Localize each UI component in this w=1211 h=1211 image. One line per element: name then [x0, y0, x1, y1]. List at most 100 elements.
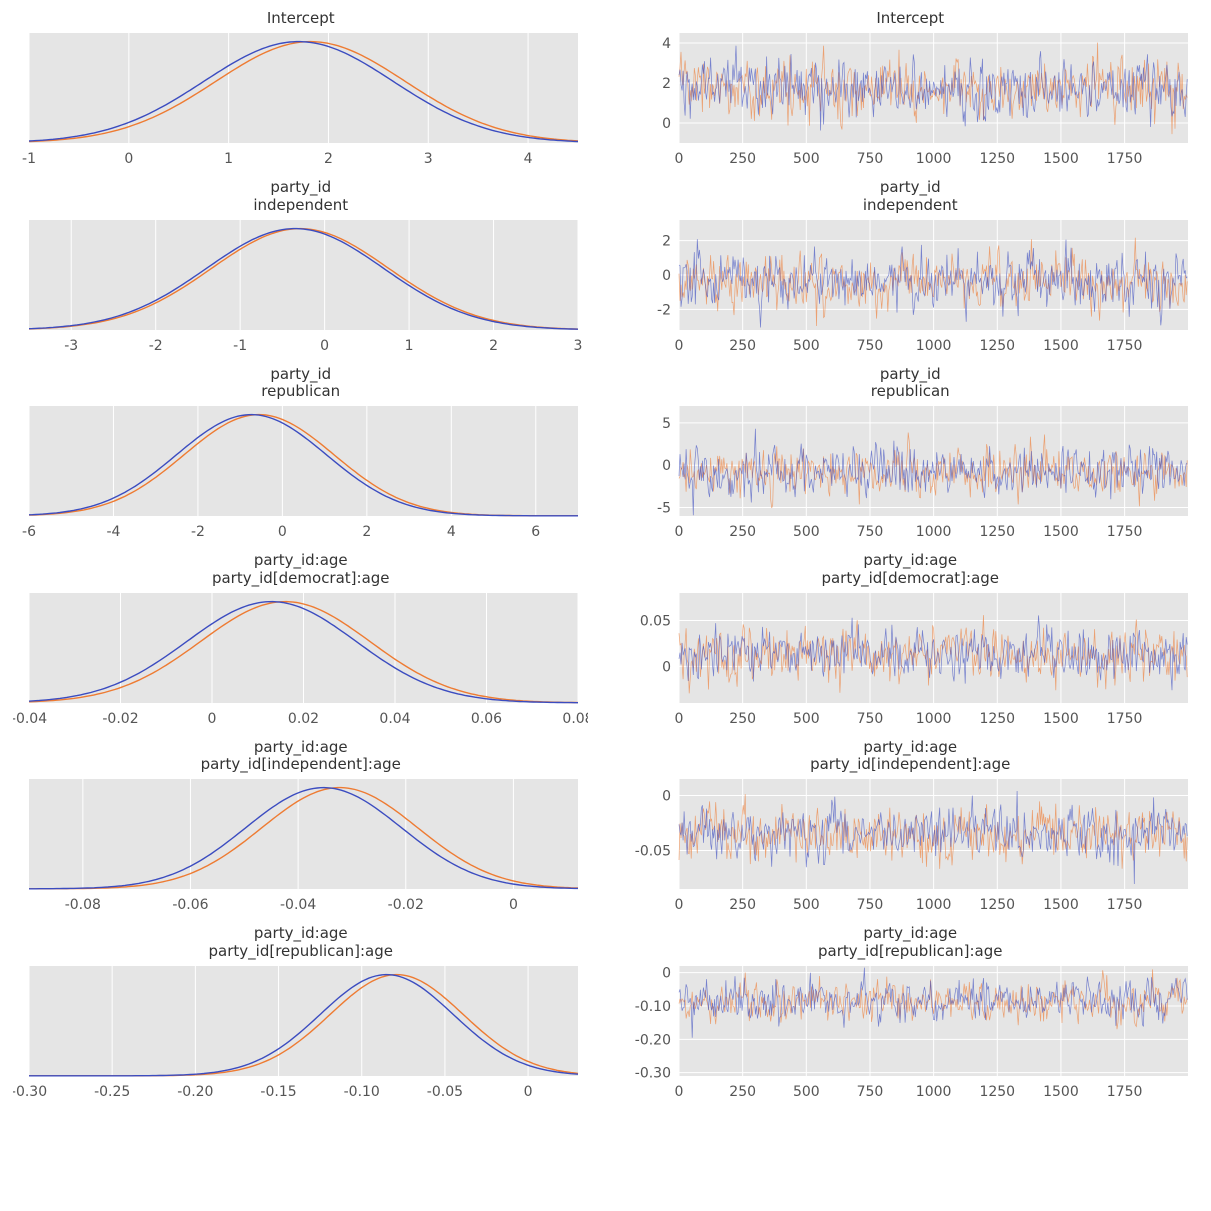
svg-text:1750: 1750 — [1107, 711, 1143, 727]
svg-text:1500: 1500 — [1043, 524, 1079, 540]
svg-text:2: 2 — [662, 233, 671, 249]
svg-text:0.05: 0.05 — [640, 613, 671, 629]
panel-title-line: party_id:age — [810, 739, 1010, 756]
svg-text:0: 0 — [278, 524, 287, 540]
panel-title-line: party_id[democrat]:age — [212, 570, 390, 587]
svg-text:-1: -1 — [233, 338, 247, 354]
svg-text:500: 500 — [793, 151, 820, 167]
svg-text:1000: 1000 — [916, 711, 952, 727]
svg-text:0: 0 — [674, 897, 683, 913]
density-panel: party_id:ageparty_id[democrat]:age-0.04-… — [10, 552, 592, 733]
svg-text:1: 1 — [224, 151, 233, 167]
svg-text:3: 3 — [424, 151, 433, 167]
svg-text:0: 0 — [662, 116, 671, 132]
svg-text:0: 0 — [524, 1084, 533, 1100]
svg-text:1750: 1750 — [1107, 1084, 1143, 1100]
svg-text:-0.25: -0.25 — [94, 1084, 130, 1100]
svg-text:500: 500 — [793, 711, 820, 727]
svg-text:0: 0 — [662, 659, 671, 675]
svg-text:1250: 1250 — [979, 711, 1015, 727]
svg-text:0: 0 — [662, 965, 671, 981]
panel-title-line: Intercept — [267, 10, 335, 27]
panel-title-line: party_id[independent]:age — [810, 756, 1010, 773]
panel-title: party_id:ageparty_id[independent]:age — [810, 739, 1010, 774]
trace-svg: -0.30-0.20-0.100025050075010001250150017… — [623, 962, 1198, 1106]
svg-text:0: 0 — [674, 524, 683, 540]
svg-text:-0.10: -0.10 — [635, 999, 671, 1015]
svg-text:-4: -4 — [107, 524, 121, 540]
svg-text:0: 0 — [662, 268, 671, 284]
svg-text:0.08: 0.08 — [563, 711, 589, 727]
svg-text:500: 500 — [793, 897, 820, 913]
svg-text:4: 4 — [447, 524, 456, 540]
panel-title: Intercept — [876, 10, 944, 27]
trace-svg: -0.05002505007501000125015001750 — [623, 775, 1198, 919]
svg-text:-5: -5 — [657, 501, 671, 517]
svg-text:1250: 1250 — [979, 524, 1015, 540]
density-svg: -101234 — [13, 29, 588, 173]
svg-text:-0.05: -0.05 — [427, 1084, 463, 1100]
panel-title-line: independent — [253, 197, 348, 214]
panel-title: party_id:ageparty_id[democrat]:age — [212, 552, 390, 587]
density-panel: party_id:ageparty_id[republican]:age-0.3… — [10, 925, 592, 1106]
svg-text:2: 2 — [489, 338, 498, 354]
svg-text:1000: 1000 — [916, 1084, 952, 1100]
svg-text:250: 250 — [729, 338, 756, 354]
svg-text:0.06: 0.06 — [471, 711, 502, 727]
panel-title-line: republican — [261, 383, 340, 400]
svg-text:1750: 1750 — [1107, 524, 1143, 540]
svg-text:1500: 1500 — [1043, 897, 1079, 913]
density-panel: party_idrepublican-6-4-20246 — [10, 366, 592, 547]
svg-text:1000: 1000 — [916, 524, 952, 540]
svg-text:250: 250 — [729, 1084, 756, 1100]
panel-title: party_idindependent — [863, 179, 958, 214]
panel-title: party_id:ageparty_id[independent]:age — [201, 739, 401, 774]
svg-text:0.04: 0.04 — [380, 711, 411, 727]
panel-title-line: party_id — [261, 366, 340, 383]
svg-text:-2: -2 — [149, 338, 163, 354]
svg-text:250: 250 — [729, 711, 756, 727]
density-panel: party_id:ageparty_id[independent]:age-0.… — [10, 739, 592, 920]
svg-text:750: 750 — [856, 151, 883, 167]
svg-text:3: 3 — [574, 338, 583, 354]
svg-text:750: 750 — [856, 1084, 883, 1100]
svg-text:-0.15: -0.15 — [261, 1084, 297, 1100]
panel-title-line: party_id[democrat]:age — [821, 570, 999, 587]
svg-text:1250: 1250 — [979, 338, 1015, 354]
svg-text:0: 0 — [662, 789, 671, 805]
svg-text:-0.20: -0.20 — [635, 1032, 671, 1048]
svg-text:-0.30: -0.30 — [635, 1065, 671, 1081]
svg-text:1500: 1500 — [1043, 338, 1079, 354]
panel-title-line: party_id[independent]:age — [201, 756, 401, 773]
panel-title: party_idindependent — [253, 179, 348, 214]
svg-text:750: 750 — [856, 711, 883, 727]
panel-title: party_id:ageparty_id[democrat]:age — [821, 552, 999, 587]
density-panel: party_idindependent-3-2-10123 — [10, 179, 592, 360]
svg-text:1: 1 — [405, 338, 414, 354]
density-svg: -3-2-10123 — [13, 216, 588, 360]
svg-text:250: 250 — [729, 524, 756, 540]
panel-title-line: independent — [863, 197, 958, 214]
svg-text:1750: 1750 — [1107, 151, 1143, 167]
trace-panel: party_id:ageparty_id[independent]:age -0.… — [620, 739, 1202, 920]
density-svg: -0.08-0.06-0.04-0.020 — [13, 775, 588, 919]
svg-text:1000: 1000 — [916, 897, 952, 913]
svg-text:-0.10: -0.10 — [344, 1084, 380, 1100]
panel-title-line: party_id[republican]:age — [818, 943, 1002, 960]
svg-text:4: 4 — [524, 151, 533, 167]
svg-text:0: 0 — [662, 458, 671, 474]
trace-panel: party_idrepublican-505025050075010001250… — [620, 366, 1202, 547]
panel-title-line: Intercept — [876, 10, 944, 27]
svg-text:-0.05: -0.05 — [635, 844, 671, 860]
svg-text:-0.06: -0.06 — [173, 897, 209, 913]
trace-panel: party_id:ageparty_id[republican]:age-0.3… — [620, 925, 1202, 1106]
panel-title-line: party_id:age — [821, 552, 999, 569]
svg-text:1000: 1000 — [916, 338, 952, 354]
trace-panel: Intercept02402505007501000125015001750 — [620, 10, 1202, 173]
svg-text:1500: 1500 — [1043, 1084, 1079, 1100]
trace-svg: 02402505007501000125015001750 — [623, 29, 1198, 173]
svg-text:-3: -3 — [64, 338, 78, 354]
svg-text:0: 0 — [674, 151, 683, 167]
svg-text:-1: -1 — [22, 151, 36, 167]
svg-text:250: 250 — [729, 897, 756, 913]
